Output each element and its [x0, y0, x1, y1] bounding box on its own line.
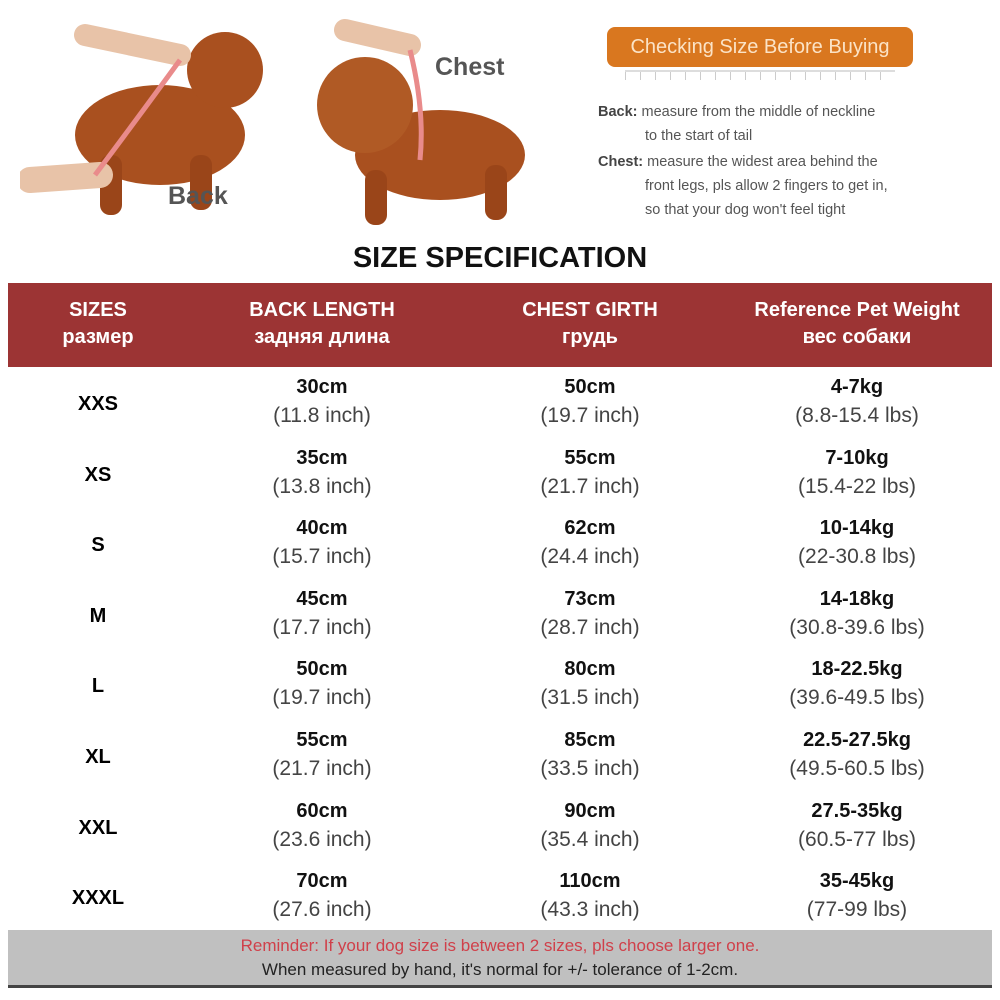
back-inch: (15.7 inch)	[272, 545, 372, 569]
back-cm: 30cm	[296, 376, 348, 398]
table-row: L 50cm (19.7 inch) 80cm (31.5 inch) 18-2…	[8, 655, 992, 725]
size-cell: XS	[84, 463, 112, 486]
chest-inch: (24.4 inch)	[540, 545, 640, 569]
chest-label: Chest	[435, 53, 505, 81]
reminder-text: Reminder: If your dog size is between 2 …	[240, 936, 760, 955]
weight-lbs: (39.6-49.5 lbs)	[789, 686, 925, 710]
ruler-decoration	[625, 70, 895, 80]
weight-lbs: (22-30.8 lbs)	[798, 545, 916, 569]
dog-chest-measure-image	[317, 19, 525, 225]
back-line: measure from the middle of neckline	[641, 104, 876, 120]
weight-kg: 27.5-35kg	[811, 799, 903, 822]
weight-kg: 4-7kg	[830, 376, 884, 398]
size-cell: M	[89, 604, 107, 627]
chest-inch: (28.7 inch)	[540, 615, 640, 639]
table-row: XS 35cm (13.8 inch) 55cm (21.7 inch) 7-1…	[8, 444, 992, 514]
chest-term: Chest:	[598, 154, 644, 170]
page-title: SIZE SPECIFICATION	[352, 242, 648, 274]
chest-cm: 62cm	[564, 517, 616, 540]
chest-inch: (33.5 inch)	[540, 757, 640, 780]
weight-lbs: (60.5-77 lbs)	[798, 827, 916, 851]
chest-cm: 110cm	[559, 870, 621, 893]
back-inch: (19.7 inch)	[272, 686, 372, 710]
chest-cm: 73cm	[564, 587, 616, 610]
back-cm: 50cm	[296, 658, 348, 681]
size-cell: S	[91, 534, 105, 557]
table-row: M 45cm (17.7 inch) 73cm (28.7 inch) 14-1…	[8, 585, 992, 655]
chest-cm: 90cm	[564, 799, 616, 822]
chest-line: front legs, pls allow 2 fingers to get i…	[645, 178, 888, 194]
chest-cm: 50cm	[564, 376, 616, 398]
back-cm: 40cm	[296, 517, 348, 540]
back-inch: (13.8 inch)	[272, 474, 372, 498]
chest-cm: 55cm	[564, 446, 616, 469]
back-inch: (21.7 inch)	[272, 757, 372, 780]
size-cell: XXXL	[71, 887, 125, 910]
checking-size-badge: Checking Size Before Buying	[607, 27, 913, 67]
footer-notes: Reminder: If your dog size is between 2 …	[8, 930, 992, 988]
chest-cm: 80cm	[564, 658, 616, 681]
back-cm: 60cm	[296, 799, 348, 822]
weight-kg: 22.5-27.5kg	[803, 729, 911, 751]
back-inch: (27.6 inch)	[272, 898, 372, 922]
table-row: XXL 60cm (23.6 inch) 90cm (35.4 inch) 27…	[8, 797, 992, 867]
tolerance-text: When measured by hand, it's normal for +…	[261, 960, 739, 979]
dog-back-measure-image	[20, 24, 263, 215]
size-cell: XL	[85, 746, 111, 768]
header-pet-weight: Reference Pet Weight вес собаки	[754, 299, 960, 348]
header-sizes: SIZES размер	[62, 299, 134, 348]
size-cell: XXS	[77, 393, 119, 415]
weight-lbs: (8.8-15.4 lbs)	[795, 404, 919, 427]
chest-line: measure the widest area behind the	[647, 154, 878, 170]
weight-lbs: (77-99 lbs)	[806, 898, 908, 922]
back-inch: (11.8 inch)	[273, 404, 371, 427]
back-line: to the start of tail	[645, 128, 753, 144]
table-row: XL 55cm (21.7 inch) 85cm (33.5 inch) 22.…	[8, 726, 992, 796]
table-row: XXS 30cm (11.8 inch) 50cm (19.7 inch) 4-…	[8, 373, 992, 443]
chest-cm: 85cm	[564, 729, 616, 751]
table-row: S 40cm (15.7 inch) 62cm (24.4 inch) 10-1…	[8, 514, 992, 584]
size-cell: L	[91, 675, 105, 698]
table-row: XXXL 70cm (27.6 inch) 110cm (43.3 inch) …	[8, 867, 992, 937]
back-cm: 45cm	[296, 587, 348, 610]
weight-lbs: (49.5-60.5 lbs)	[789, 757, 925, 780]
weight-kg: 10-14kg	[819, 517, 895, 540]
weight-lbs: (30.8-39.6 lbs)	[789, 615, 925, 639]
header-back-length: BACK LENGTH задняя длина	[249, 299, 395, 348]
table-header: SIZES размер BACK LENGTH задняя длина CHES…	[8, 283, 992, 367]
weight-kg: 7-10kg	[825, 446, 889, 469]
weight-kg: 35-45kg	[819, 870, 895, 893]
back-cm: 55cm	[296, 729, 348, 751]
back-instructions: Back: measure from the middle of necklin…	[598, 100, 875, 148]
back-term: Back:	[598, 104, 638, 120]
header-chest-girth: CHEST GIRTH грудь	[522, 299, 658, 348]
chest-inch: (31.5 inch)	[540, 686, 640, 710]
chest-inch: (43.3 inch)	[540, 898, 640, 922]
back-inch: (23.6 inch)	[272, 827, 372, 851]
chest-inch: (19.7 inch)	[540, 404, 640, 427]
back-cm: 70cm	[296, 870, 348, 893]
chest-instructions: Chest: measure the widest area behind th…	[598, 150, 888, 222]
back-cm: 35cm	[296, 446, 348, 469]
chest-inch: (21.7 inch)	[540, 474, 640, 498]
size-cell: XXL	[78, 816, 118, 839]
chest-line: so that your dog won't feel tight	[645, 202, 846, 218]
back-label: Back	[168, 182, 228, 210]
back-inch: (17.7 inch)	[272, 615, 372, 639]
chest-inch: (35.4 inch)	[540, 827, 640, 851]
weight-kg: 18-22.5kg	[811, 658, 903, 681]
weight-lbs: (15.4-22 lbs)	[798, 474, 916, 498]
weight-kg: 14-18kg	[819, 587, 895, 610]
